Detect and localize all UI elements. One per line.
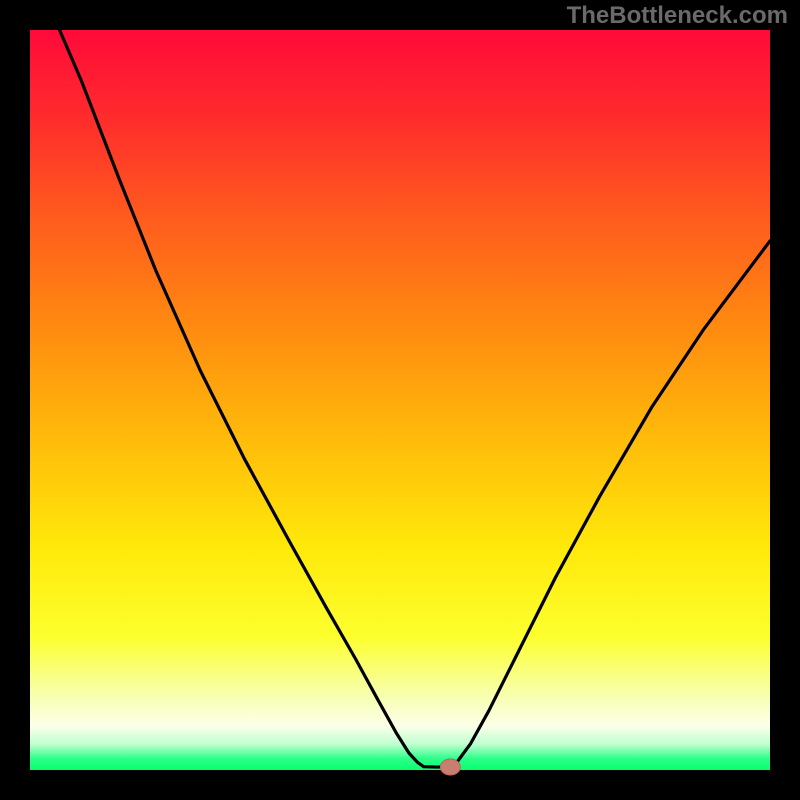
optimal-point-marker [440,759,460,775]
bottleneck-chart [0,0,800,800]
plot-background [30,30,770,770]
watermark-text: TheBottleneck.com [567,2,788,30]
chart-svg [0,0,800,800]
